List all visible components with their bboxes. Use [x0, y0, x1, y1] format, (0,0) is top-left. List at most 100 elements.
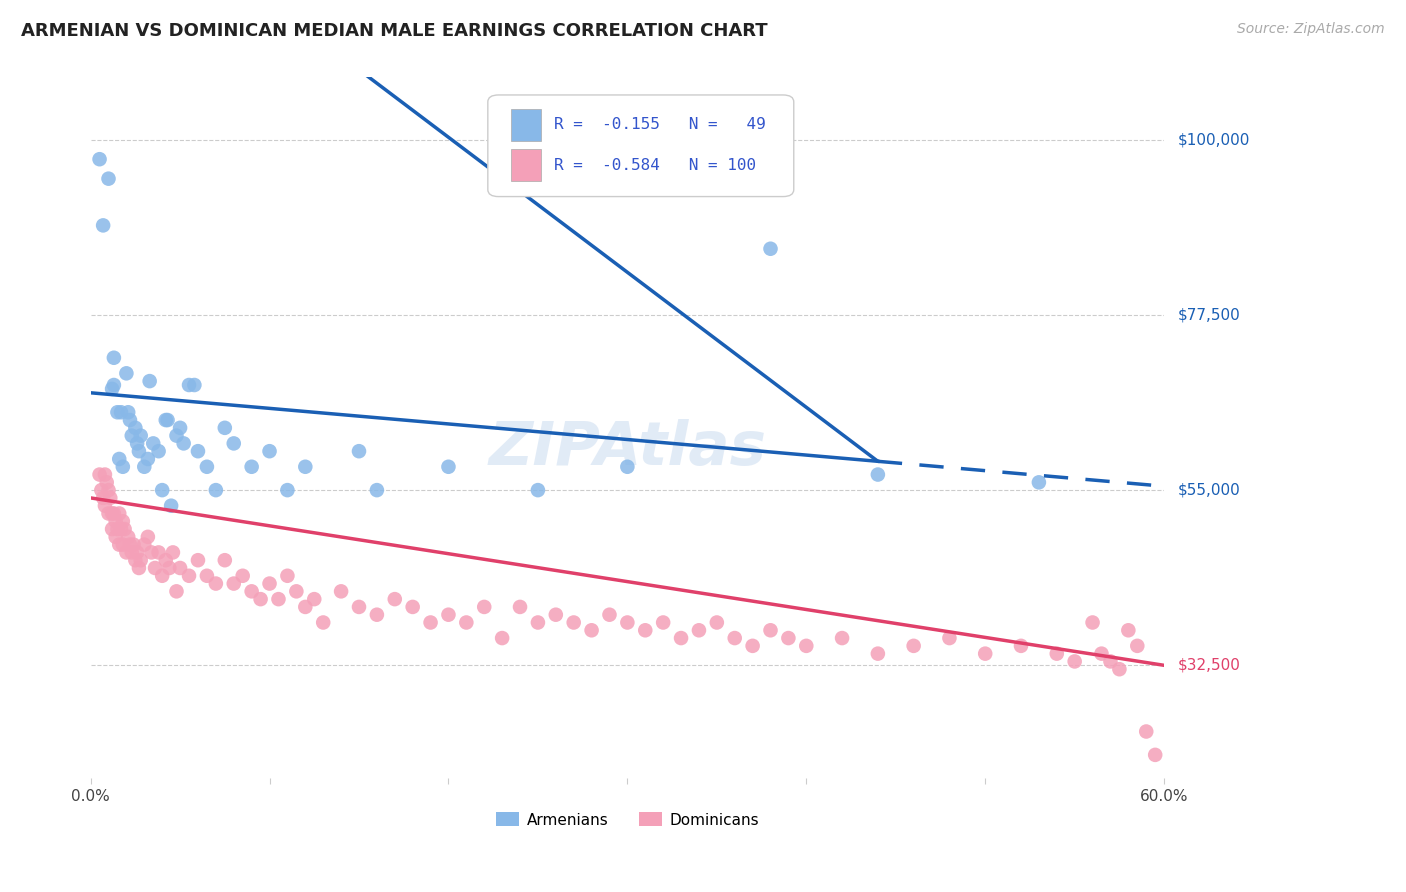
Text: ZIPAtlas: ZIPAtlas: [488, 419, 766, 478]
Point: [103, 507, 125, 521]
Point: [129, 553, 152, 567]
Point: [160, 499, 183, 513]
Point: [616, 615, 638, 630]
Point: [169, 421, 191, 435]
Point: [267, 592, 290, 607]
Point: [634, 624, 657, 638]
Point: [232, 568, 254, 582]
Point: [472, 599, 495, 614]
Point: [562, 615, 585, 630]
Point: [111, 459, 134, 474]
Point: [187, 553, 209, 567]
Point: [669, 631, 692, 645]
Point: [866, 647, 889, 661]
Point: [598, 607, 620, 622]
Point: [195, 459, 218, 474]
Legend: Armenians, Dominicans: Armenians, Dominicans: [489, 806, 765, 834]
Point: [759, 624, 782, 638]
Point: [903, 639, 925, 653]
Point: [101, 382, 124, 396]
Point: [117, 405, 139, 419]
Point: [169, 561, 191, 575]
Point: [111, 538, 134, 552]
Point: [142, 436, 165, 450]
Point: [205, 483, 228, 497]
Point: [114, 522, 136, 536]
Point: [157, 561, 180, 575]
FancyBboxPatch shape: [512, 149, 541, 181]
Point: [1108, 662, 1130, 676]
Point: [166, 584, 188, 599]
Point: [94, 467, 117, 482]
Point: [124, 553, 146, 567]
Point: [90, 483, 112, 497]
Point: [1099, 655, 1122, 669]
Point: [249, 592, 271, 607]
Point: [240, 584, 263, 599]
Point: [148, 545, 170, 559]
Text: R =  -0.584   N = 100: R = -0.584 N = 100: [554, 158, 756, 172]
Point: [91, 219, 114, 233]
Point: [491, 631, 513, 645]
Point: [128, 444, 150, 458]
Point: [1135, 724, 1157, 739]
Point: [581, 624, 603, 638]
Point: [1028, 475, 1050, 490]
Point: [456, 615, 478, 630]
Point: [240, 459, 263, 474]
Point: [101, 522, 124, 536]
Point: [97, 171, 120, 186]
Point: [138, 374, 160, 388]
Point: [527, 615, 550, 630]
Point: [118, 413, 141, 427]
Point: [94, 499, 117, 513]
Point: [150, 568, 173, 582]
Point: [91, 491, 114, 505]
Point: [222, 576, 245, 591]
Point: [724, 631, 747, 645]
Point: [177, 568, 200, 582]
Point: [312, 615, 335, 630]
Point: [794, 639, 817, 653]
Point: [938, 631, 960, 645]
Point: [150, 483, 173, 497]
Point: [115, 367, 138, 381]
Point: [259, 444, 281, 458]
Point: [104, 514, 127, 528]
Point: [136, 452, 159, 467]
Point: [136, 530, 159, 544]
Point: [616, 459, 638, 474]
Point: [759, 242, 782, 256]
Point: [1081, 615, 1104, 630]
Point: [155, 553, 177, 567]
Point: [222, 436, 245, 450]
Point: [195, 568, 218, 582]
Point: [89, 152, 111, 166]
Point: [134, 538, 156, 552]
Point: [103, 378, 125, 392]
Point: [127, 436, 149, 450]
Point: [285, 584, 308, 599]
Point: [187, 444, 209, 458]
Point: [134, 459, 156, 474]
Point: [108, 538, 131, 552]
Text: $32,500: $32,500: [1178, 657, 1241, 673]
Point: [156, 413, 179, 427]
Point: [121, 428, 143, 442]
Point: [437, 459, 460, 474]
Point: [509, 599, 531, 614]
Point: [778, 631, 800, 645]
Point: [129, 428, 152, 442]
Point: [155, 413, 177, 427]
Point: [214, 421, 236, 435]
Point: [121, 545, 143, 559]
FancyBboxPatch shape: [488, 95, 794, 196]
Point: [259, 576, 281, 591]
Point: [330, 584, 353, 599]
Point: [652, 615, 675, 630]
Point: [1126, 639, 1149, 653]
Point: [97, 483, 120, 497]
Text: $77,500: $77,500: [1178, 308, 1240, 322]
Point: [866, 467, 889, 482]
Point: [166, 428, 188, 442]
